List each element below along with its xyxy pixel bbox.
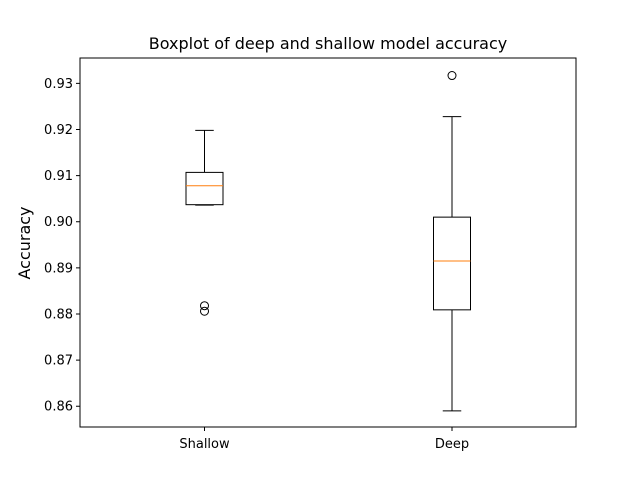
- chart-title: Boxplot of deep and shallow model accura…: [149, 34, 508, 53]
- x-tick-label: Deep: [435, 437, 469, 452]
- x-tick-label: Shallow: [179, 437, 230, 452]
- y-tick-label: 0.92: [44, 123, 73, 138]
- box-iqr: [185, 171, 224, 206]
- box-iqr: [433, 216, 471, 311]
- y-tick-label: 0.87: [44, 354, 73, 369]
- y-tick-label: 0.89: [44, 261, 73, 276]
- plot-area: 0.86 0.87 0.88 0.89 0.90 0.91 0.92 0.93 Shallow D…: [44, 71, 471, 452]
- outlier-point: [200, 301, 209, 311]
- y-tick-label: 0.90: [44, 215, 73, 230]
- outlier-point: [447, 71, 457, 81]
- outlier-point: [200, 306, 209, 316]
- y-tick-label: 0.88: [44, 307, 73, 322]
- y-tick-label: 0.91: [44, 169, 73, 184]
- y-tick-label: 0.86: [44, 400, 73, 415]
- y-axis-label: Accuracy: [15, 206, 34, 279]
- y-tick-label: 0.93: [44, 77, 73, 92]
- plot-frame: [79, 57, 577, 428]
